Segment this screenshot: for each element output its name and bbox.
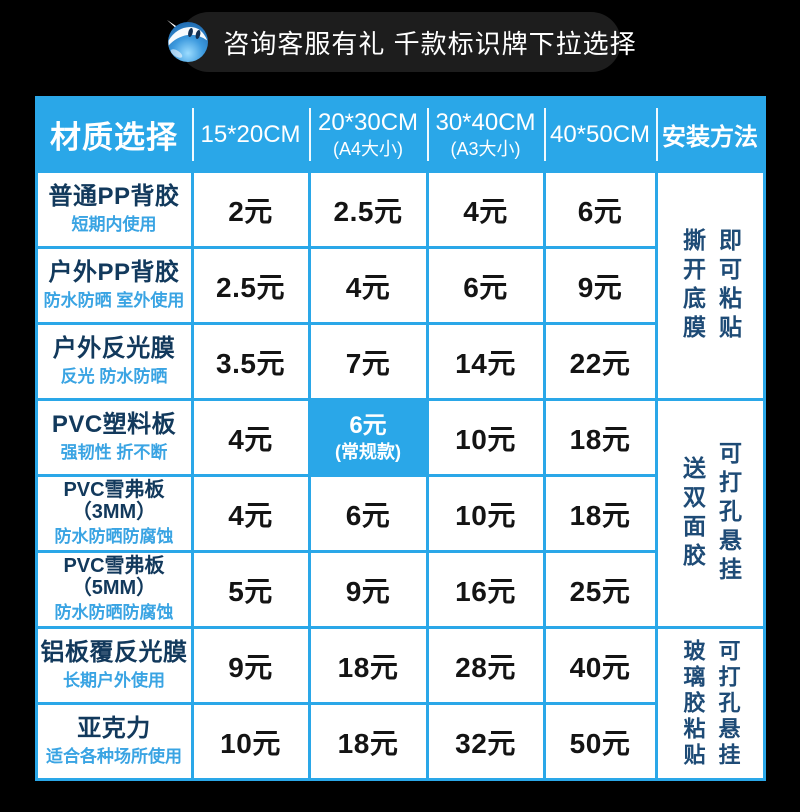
material-name: PVC塑料板 <box>51 411 177 439</box>
price-cell: 16元 <box>425 550 546 629</box>
material-cell: 户外PP背胶 防水防晒 室外使用 <box>34 246 194 325</box>
price-cell: 25元 <box>542 550 658 629</box>
header-size-40x50: 40*50CM <box>542 96 658 173</box>
material-desc: 短期内使用 <box>71 214 157 234</box>
header-material-select: 材质选择 <box>34 96 194 173</box>
header-size-30x40: 30*40CM (A3大小) <box>425 96 546 173</box>
install-text-right: 可打孔悬挂 <box>715 638 741 769</box>
material-cell: 铝板覆反光膜 长期户外使用 <box>34 626 194 705</box>
price-cell: 6元 <box>307 474 429 553</box>
price-cell: 50元 <box>542 702 658 781</box>
header-size-20x30: 20*30CM (A4大小) <box>307 96 429 173</box>
price-cell-highlighted: 6元 (常规款) <box>307 398 429 477</box>
install-text-left: 送双面胶 <box>679 455 706 572</box>
table-row: PVC雪弗板（3MM） 防水防晒防腐蚀 4元 6元 10元 18元 <box>34 474 764 553</box>
material-desc: 防水防晒 室外使用 <box>43 290 185 310</box>
header-install-method: 安装方法 <box>654 96 766 173</box>
header-row: 材质选择 15*20CM 20*30CM (A4大小) 30*40CM (A3大… <box>34 96 766 173</box>
price-cell: 7元 <box>307 322 429 401</box>
price-cell: 2元 <box>190 170 311 249</box>
highlight-note: (常规款) <box>335 441 401 462</box>
material-name: PVC雪弗板（5MM） <box>63 555 165 600</box>
material-desc: 长期户外使用 <box>63 670 165 690</box>
price-cell: 10元 <box>425 398 546 477</box>
install-text-left: 玻璃胶粘贴 <box>680 638 706 769</box>
material-cell: PVC塑料板 强韧性 折不断 <box>34 398 194 477</box>
price-cell: 32元 <box>425 702 546 781</box>
material-name: 户外PP背胶 <box>48 259 180 287</box>
table-row: PVC塑料板 强韧性 折不断 4元 6元 (常规款) 10元 18元 送双面胶 … <box>34 398 766 629</box>
price-cell: 2.5元 <box>190 246 311 325</box>
material-name: 户外反光膜 <box>52 335 176 363</box>
price-cell: 3.5元 <box>190 322 311 401</box>
price-cell: 9元 <box>542 246 658 325</box>
table-row: 普通PP背胶 短期内使用 2元 2.5元 4元 6元 撕开底膜 即可粘贴 <box>34 170 766 401</box>
price-cell: 18元 <box>307 702 429 781</box>
install-method-cell-glue-hang: 玻璃胶粘贴 可打孔悬挂 <box>654 626 766 781</box>
price-cell: 28元 <box>425 626 546 705</box>
material-cell: 户外反光膜 反光 防水防晒 <box>34 322 194 401</box>
price-cell: 4元 <box>425 170 546 249</box>
material-name: 亚克力 <box>77 715 151 743</box>
material-desc: 适合各种场所使用 <box>46 746 182 766</box>
price-cell: 2.5元 <box>307 170 429 249</box>
price-cell: 9元 <box>307 550 429 629</box>
price-cell: 6元 <box>542 170 658 249</box>
price-cell: 22元 <box>542 322 658 401</box>
price-cell: 9元 <box>190 626 311 705</box>
material-cell: 普通PP背胶 短期内使用 <box>34 170 194 249</box>
price-cell: 4元 <box>190 474 311 553</box>
price-cell: 10元 <box>425 474 546 553</box>
price-cell: 14元 <box>425 322 546 401</box>
header-size-15x20: 15*20CM <box>190 96 311 173</box>
material-cell: 亚克力 适合各种场所使用 <box>34 702 194 781</box>
banner-text: 咨询客服有礼 千款标识牌下拉选择 <box>223 28 637 59</box>
material-cell: PVC雪弗板（5MM） 防水防晒防腐蚀 <box>34 550 194 629</box>
install-method-cell-hang-tape: 送双面胶 可打孔悬挂 <box>654 398 766 629</box>
wangwang-chat-icon <box>167 20 209 62</box>
price-cell: 18元 <box>542 398 658 477</box>
price-cell: 4元 <box>307 246 429 325</box>
customer-service-banner[interactable]: 咨询客服有礼 千款标识牌下拉选择 <box>167 12 636 72</box>
install-text-right: 可打孔悬挂 <box>715 441 742 586</box>
price-cell: 10元 <box>190 702 311 781</box>
price-cell: 5元 <box>190 550 311 629</box>
material-desc: 防水防晒防腐蚀 <box>54 603 174 623</box>
table-row: 户外PP背胶 防水防晒 室外使用 2.5元 4元 6元 9元 <box>34 246 764 325</box>
table-row: 铝板覆反光膜 长期户外使用 9元 18元 28元 40元 玻璃胶粘贴 可打孔悬挂 <box>34 626 766 781</box>
material-desc: 反光 防水防晒 <box>60 366 168 386</box>
install-method-cell-peel-stick: 撕开底膜 即可粘贴 <box>654 170 766 401</box>
material-desc: 防水防晒防腐蚀 <box>54 527 174 547</box>
material-desc: 强韧性 折不断 <box>60 442 168 462</box>
price-cell: 4元 <box>190 398 311 477</box>
price-cell: 6元 <box>425 246 546 325</box>
material-name: 普通PP背胶 <box>48 183 180 211</box>
price-cell: 40元 <box>542 626 658 705</box>
material-cell: PVC雪弗板（3MM） 防水防晒防腐蚀 <box>34 474 194 553</box>
install-text-right: 即可粘贴 <box>715 227 742 344</box>
price-cell: 18元 <box>307 626 429 705</box>
table-row: 亚克力 适合各种场所使用 10元 18元 32元 50元 <box>34 702 764 781</box>
table-row: 户外反光膜 反光 防水防晒 3.5元 7元 14元 22元 <box>34 322 764 401</box>
table-row: PVC雪弗板（5MM） 防水防晒防腐蚀 5元 9元 16元 25元 <box>34 550 764 629</box>
pricing-table: 材质选择 15*20CM 20*30CM (A4大小) 30*40CM (A3大… <box>34 96 766 781</box>
price-cell: 18元 <box>542 474 658 553</box>
install-text-left: 撕开底膜 <box>679 227 706 344</box>
material-name: PVC雪弗板（3MM） <box>63 479 165 524</box>
material-name: 铝板覆反光膜 <box>40 639 188 667</box>
